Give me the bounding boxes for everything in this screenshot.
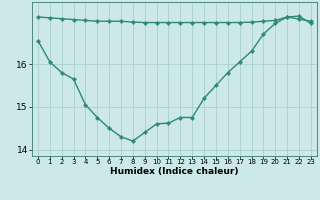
- X-axis label: Humidex (Indice chaleur): Humidex (Indice chaleur): [110, 167, 239, 176]
